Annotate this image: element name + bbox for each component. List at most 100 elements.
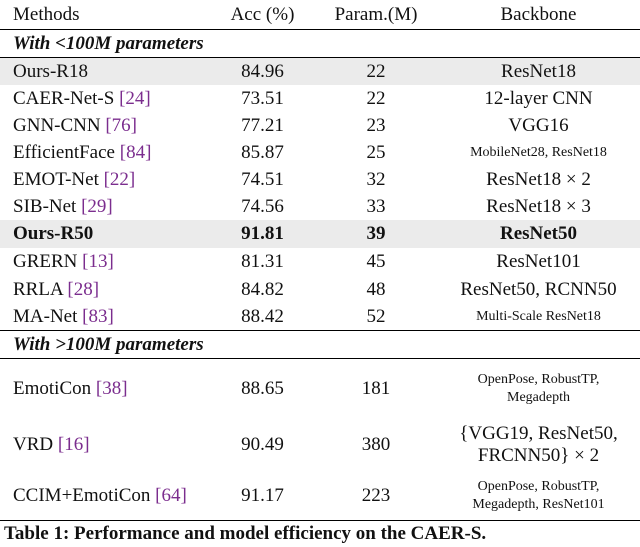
backbone-cell: OpenPose, RobustTP, Megadepth, ResNet101 bbox=[437, 478, 640, 514]
table-row: SIB-Net [29] 74.56 33 ResNet18 × 3 bbox=[0, 193, 640, 220]
method-cell: CAER-Net-S [24] bbox=[0, 88, 210, 110]
header-cell: Acc (%) bbox=[230, 3, 295, 25]
backbone-line: MobileNet28, ResNet18 bbox=[470, 144, 607, 160]
backbone-line: Multi-Scale ResNet18 bbox=[476, 308, 601, 324]
citation: [24] bbox=[119, 87, 151, 109]
section-title: With >100M parameters bbox=[0, 331, 640, 359]
table-row: EMOT-Net [22] 74.51 32 ResNet18 × 2 bbox=[0, 166, 640, 193]
params-cell: 223 bbox=[361, 484, 391, 506]
acc-cell: 81.31 bbox=[241, 251, 284, 272]
citation: [76] bbox=[105, 114, 138, 136]
backbone-line: Megadepth bbox=[507, 390, 570, 405]
acc-cell: 77.21 bbox=[241, 114, 284, 136]
backbone-cell: ResNet18 × 2 bbox=[437, 169, 640, 191]
header-row: Methods Acc (%) Param.(M) Backbone bbox=[0, 0, 640, 30]
backbone-cell: ResNet101 bbox=[437, 251, 640, 273]
acc-cell: 84.82 bbox=[241, 278, 284, 300]
method-name: EmotiCon bbox=[13, 378, 92, 399]
params-cell: 39 bbox=[366, 223, 386, 244]
params-cell: 48 bbox=[366, 278, 386, 300]
backbone-line: ResNet50 bbox=[499, 223, 578, 244]
acc-cell: 88.65 bbox=[241, 378, 284, 399]
acc-cell: 85.87 bbox=[241, 141, 284, 163]
citation: [13] bbox=[82, 251, 114, 272]
params-cell: 33 bbox=[366, 195, 386, 217]
acc-cell: 88.42 bbox=[241, 305, 284, 327]
backbone-line: {VGG19, ResNet50, bbox=[459, 423, 618, 444]
method-name: RRLA bbox=[13, 278, 63, 300]
method-name: CCIM+EmotiCon bbox=[13, 484, 151, 506]
header-cell: Param.(M) bbox=[334, 3, 418, 25]
backbone-line: OpenPose, RobustTP, bbox=[477, 478, 600, 494]
backbone-line: Megadepth, ResNet101 bbox=[472, 496, 605, 512]
backbone-cell: MobileNet28, ResNet18 bbox=[437, 144, 640, 162]
method-cell: GNN-CNN [76] bbox=[0, 115, 210, 137]
method-cell: EfficientFace [84] bbox=[0, 142, 210, 164]
section-title: With <100M parameters bbox=[0, 30, 640, 58]
method-name: MA-Net bbox=[13, 305, 78, 327]
citation: [28] bbox=[67, 278, 100, 300]
table-row: GNN-CNN [76] 77.21 23 VGG16 bbox=[0, 112, 640, 139]
backbone-line: VGG16 bbox=[508, 114, 569, 136]
citation: [22] bbox=[103, 168, 136, 190]
table-row: CAER-Net-S [24] 73.51 22 12-layer CNN bbox=[0, 85, 640, 112]
method-name: Ours-R18 bbox=[13, 60, 88, 82]
header-cell: Backbone bbox=[500, 3, 577, 25]
method-cell: SIB-Net [29] bbox=[0, 196, 210, 218]
backbone-line: ResNet18 × 3 bbox=[486, 195, 591, 217]
table-row: Ours-R50 91.81 39 ResNet50 bbox=[0, 220, 640, 248]
params-cell: 45 bbox=[366, 251, 386, 272]
backbone-cell: 12-layer CNN bbox=[437, 88, 640, 110]
method-cell: VRD [16] bbox=[0, 434, 210, 456]
backbone-line: ResNet18 bbox=[501, 60, 576, 82]
citation: [64] bbox=[155, 484, 187, 506]
acc-cell: 91.81 bbox=[241, 223, 284, 244]
citation: [29] bbox=[81, 195, 113, 217]
backbone-line: OpenPose, RobustTP, bbox=[477, 372, 600, 387]
method-name: VRD bbox=[13, 434, 54, 455]
method-cell: GRERN [13] bbox=[0, 251, 210, 273]
backbone-line: ResNet101 bbox=[496, 251, 581, 272]
method-name: EfficientFace bbox=[13, 141, 115, 163]
citation: [38] bbox=[95, 378, 128, 399]
table-row: VRD [16] 90.49 380 {VGG19, ResNet50, FRCNN50… bbox=[0, 419, 640, 471]
acc-cell: 84.96 bbox=[241, 60, 284, 82]
backbone-cell: ResNet50 bbox=[437, 223, 640, 245]
method-name: EMOT-Net bbox=[13, 168, 99, 190]
method-name: GNN-CNN bbox=[13, 114, 101, 136]
backbone-line: ResNet18 × 2 bbox=[486, 168, 591, 190]
table-row: GRERN [13] 81.31 45 ResNet101 bbox=[0, 248, 640, 276]
params-cell: 22 bbox=[366, 60, 386, 82]
method-name: GRERN bbox=[13, 251, 78, 272]
params-cell: 22 bbox=[366, 87, 386, 109]
table-row: CCIM+EmotiCon [64] 91.17 223 OpenPose, Robu… bbox=[0, 471, 640, 521]
backbone-cell: ResNet18 bbox=[437, 61, 640, 83]
params-cell: 23 bbox=[366, 114, 386, 136]
method-cell: MA-Net [83] bbox=[0, 306, 210, 328]
backbone-cell: Multi-Scale ResNet18 bbox=[437, 308, 640, 326]
table-row: EfficientFace [84] 85.87 25 MobileNet28, Re… bbox=[0, 139, 640, 166]
params-cell: 380 bbox=[361, 434, 391, 455]
header-cell: Methods bbox=[13, 3, 80, 25]
params-cell: 32 bbox=[366, 168, 386, 190]
acc-cell: 91.17 bbox=[241, 484, 284, 506]
acc-cell: 74.56 bbox=[241, 195, 284, 217]
params-cell: 181 bbox=[361, 378, 391, 399]
method-name: Ours-R50 bbox=[13, 223, 94, 244]
table-row: Ours-R18 84.96 22 ResNet18 bbox=[0, 58, 640, 85]
backbone-cell: ResNet50, RCNN50 bbox=[437, 279, 640, 301]
citation: [83] bbox=[82, 305, 114, 327]
method-cell: Ours-R18 bbox=[0, 61, 210, 83]
table-row: RRLA [28] 84.82 48 ResNet50, RCNN50 bbox=[0, 276, 640, 303]
acc-cell: 90.49 bbox=[241, 434, 284, 455]
acc-cell: 74.51 bbox=[241, 168, 284, 190]
backbone-cell: OpenPose, RobustTP, Megadepth bbox=[437, 371, 640, 407]
method-cell: Ours-R50 bbox=[0, 223, 210, 245]
citation: [84] bbox=[119, 141, 152, 163]
table-row: EmotiCon [38] 88.65 181 OpenPose, RobustTP,… bbox=[0, 359, 640, 419]
backbone-line: 12-layer CNN bbox=[484, 87, 593, 109]
table-row: MA-Net [83] 88.42 52 Multi-Scale ResNet18 bbox=[0, 303, 640, 331]
acc-cell: 73.51 bbox=[241, 87, 284, 109]
backbone-line: FRCNN50} × 2 bbox=[477, 445, 600, 466]
